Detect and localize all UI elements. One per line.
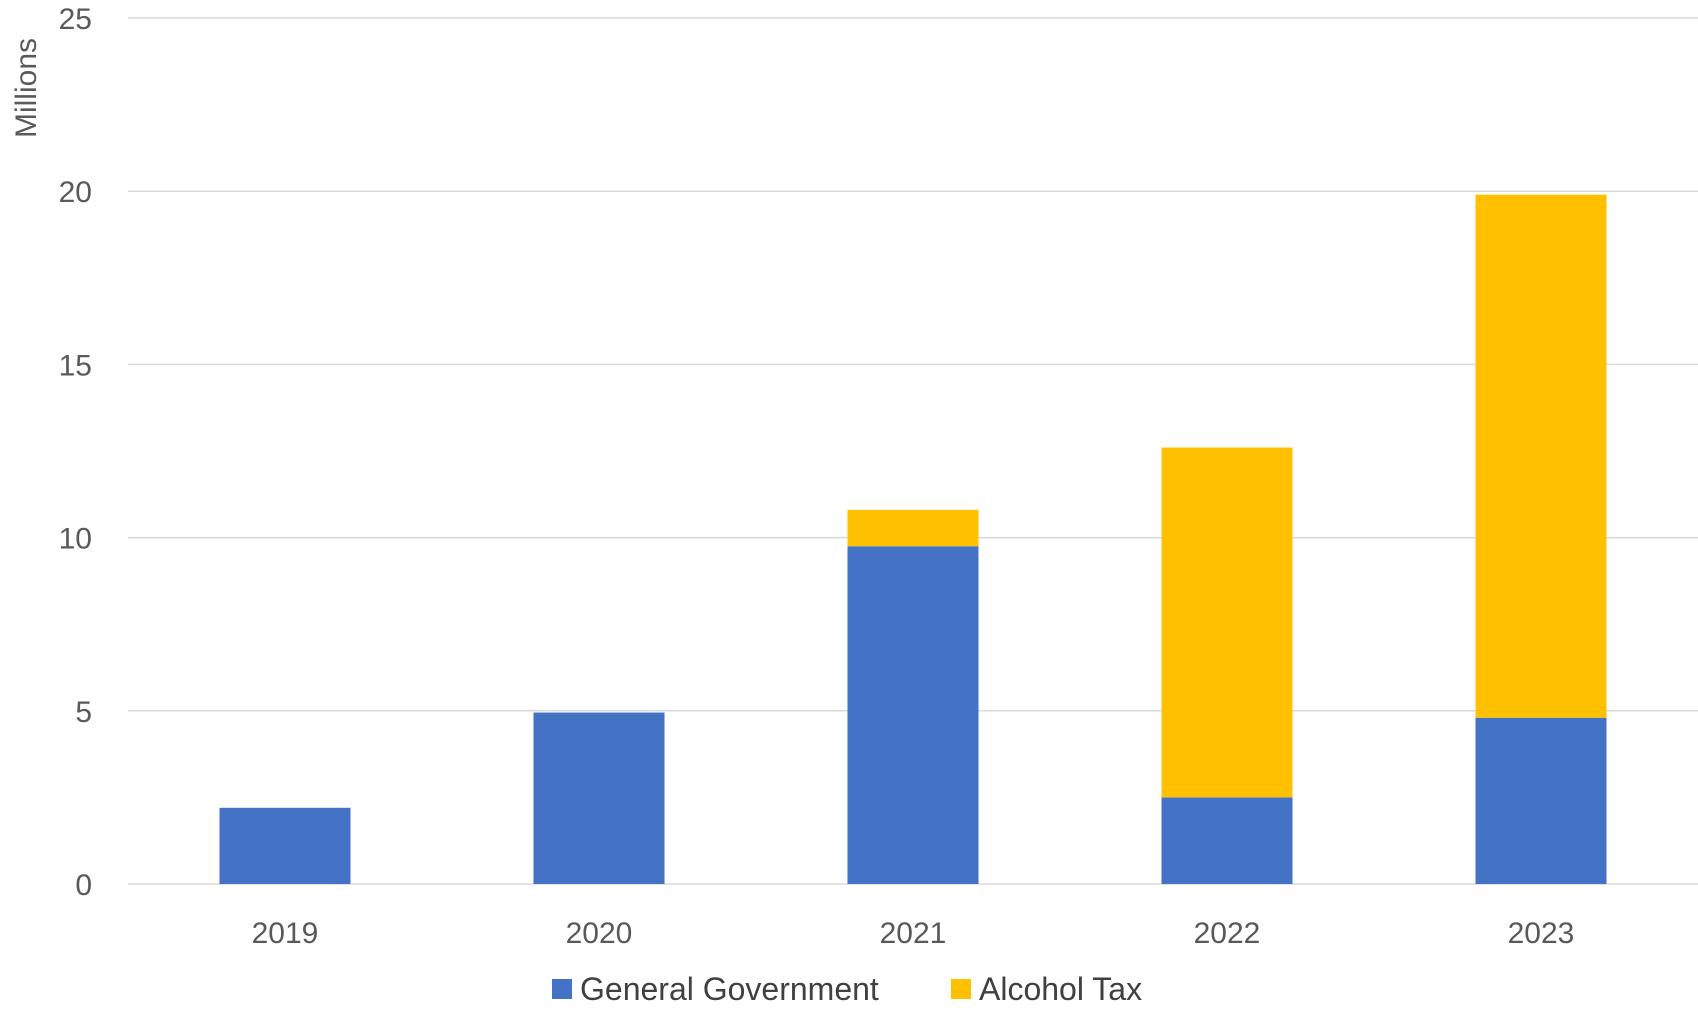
y-axis-title: Millions	[10, 38, 43, 138]
x-tick-label: 2022	[1194, 917, 1261, 950]
legend-swatch-general-government	[552, 979, 572, 999]
x-axis-ticks: 2019 2020 2021 2022 2023	[252, 917, 1575, 950]
bar-2021-general-government	[847, 546, 979, 884]
legend-swatch-alcohol-tax	[951, 979, 971, 999]
bar-2023-alcohol-tax	[1475, 194, 1607, 718]
y-tick-label: 0	[75, 869, 92, 902]
y-axis-ticks: 0 5 10 15 20 25	[59, 3, 92, 902]
y-tick-label: 10	[59, 523, 92, 556]
bar-2020-general-government	[533, 712, 665, 884]
bar-2019-general-government	[219, 807, 351, 884]
bar-2021-alcohol-tax	[847, 509, 979, 547]
x-tick-label: 2020	[566, 917, 633, 950]
legend-label-alcohol-tax: Alcohol Tax	[979, 971, 1142, 1007]
legend: General Government Alcohol Tax	[552, 971, 1142, 1007]
bar-2023-general-government	[1475, 717, 1607, 884]
legend-label-general-government: General Government	[580, 971, 879, 1007]
y-tick-label: 5	[75, 696, 92, 729]
x-tick-label: 2021	[880, 917, 947, 950]
x-tick-label: 2023	[1508, 917, 1575, 950]
bar-2022-alcohol-tax	[1161, 447, 1293, 798]
y-tick-label: 20	[59, 176, 92, 209]
x-tick-label: 2019	[252, 917, 319, 950]
y-tick-label: 15	[59, 349, 92, 382]
y-tick-label: 25	[59, 3, 92, 36]
bars	[219, 194, 1607, 884]
bar-2022-general-government	[1161, 797, 1293, 884]
